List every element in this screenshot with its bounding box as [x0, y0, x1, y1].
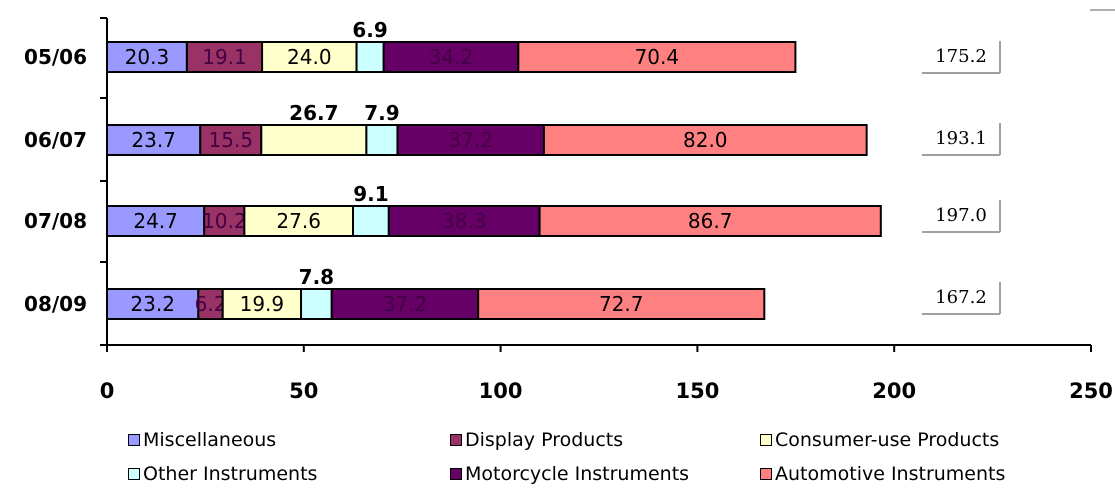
category-label: 06/07: [24, 128, 87, 152]
category-label: 07/08: [24, 209, 87, 233]
corner-rule: [1090, 9, 1115, 11]
total-label: 167.2: [935, 287, 987, 308]
data-label: 10.2: [202, 209, 247, 233]
total-label: 197.0: [935, 205, 987, 226]
data-label-outside: 7.9: [364, 101, 399, 125]
x-tick-label: 100: [479, 379, 523, 403]
data-label: 20.3: [125, 45, 170, 69]
data-label: 37.2: [448, 128, 493, 152]
data-label: 70.4: [635, 45, 680, 69]
data-label: 72.7: [599, 292, 644, 316]
data-label: 6.2: [195, 292, 227, 316]
x-tick-label: 0: [100, 379, 115, 403]
bar-segment: [197, 288, 224, 320]
data-label: 19.9: [240, 292, 285, 316]
data-label: 34.2: [429, 45, 474, 69]
category-label: 08/09: [24, 292, 87, 316]
data-label: 82.0: [683, 128, 728, 152]
data-label: 15.5: [209, 128, 254, 152]
data-label: 86.7: [688, 209, 733, 233]
data-label: 37.2: [383, 292, 428, 316]
bar-segment: [261, 41, 358, 73]
bar-segment: [221, 288, 303, 320]
bar-segment: [352, 205, 390, 237]
x-tick-label: 250: [1069, 379, 1113, 403]
total-label: 193.1: [935, 128, 987, 149]
bar-segment: [365, 124, 399, 156]
data-label: 24.0: [287, 45, 332, 69]
data-label-outside: 9.1: [353, 182, 388, 206]
data-label-outside: 7.8: [299, 265, 334, 289]
bar-segment: [185, 41, 264, 73]
bar-segment: [260, 124, 368, 156]
bar-segment: [199, 124, 263, 156]
bar-segment: [538, 205, 882, 237]
x-tick-label: 150: [675, 379, 719, 403]
x-tick-label: 50: [289, 379, 318, 403]
bar-segment: [330, 288, 480, 320]
data-label: 23.2: [130, 292, 175, 316]
bar-segment: [477, 288, 766, 320]
data-label-outside: 26.7: [289, 101, 338, 125]
data-label: 24.7: [133, 209, 178, 233]
category-label: 05/06: [24, 45, 87, 69]
data-label-outside: 6.9: [352, 18, 387, 42]
data-label: 19.1: [202, 45, 247, 69]
data-label: 38.3: [442, 209, 487, 233]
data-label: 27.6: [276, 209, 321, 233]
bar-segment: [355, 41, 385, 73]
bar-segment: [387, 205, 541, 237]
total-label: 175.2: [935, 46, 987, 67]
bar-segment: [106, 205, 206, 237]
bar-segment: [517, 41, 797, 73]
bar-segment: [106, 124, 202, 156]
data-label: 23.7: [131, 128, 176, 152]
bar-segment: [300, 288, 333, 320]
bar-segment: [542, 124, 868, 156]
x-tick-label: 200: [872, 379, 916, 403]
bar-segment: [382, 41, 520, 73]
